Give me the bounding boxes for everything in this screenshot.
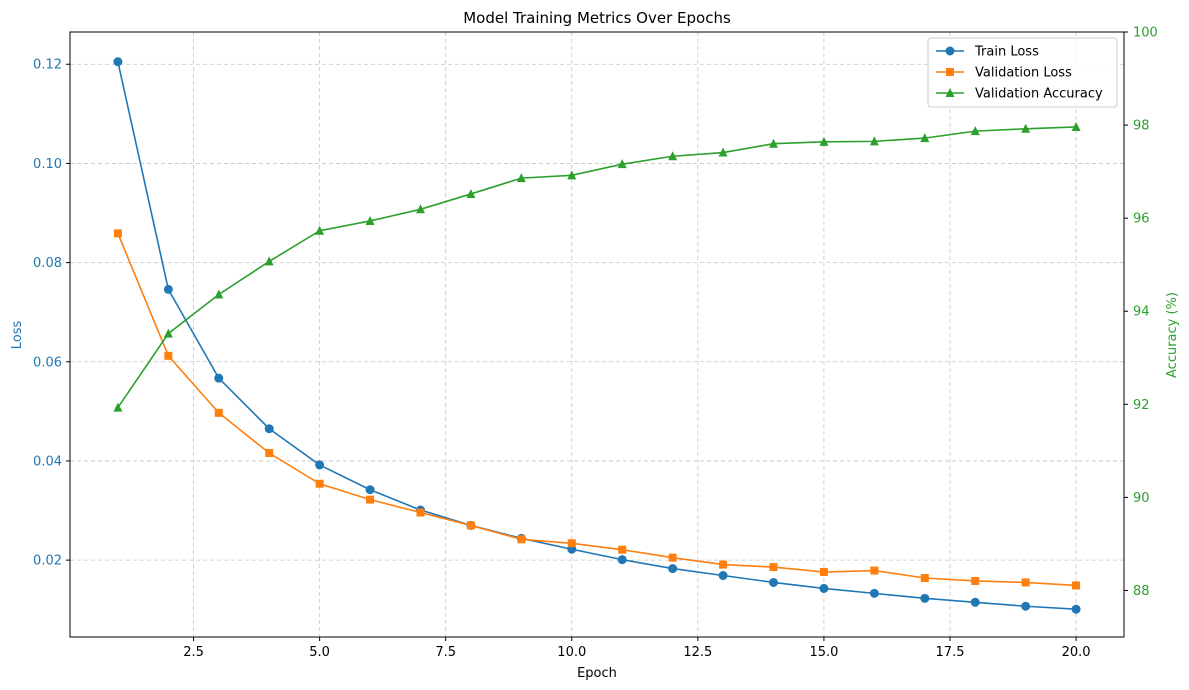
x-tick-label: 15.0 xyxy=(809,645,838,660)
data-point-val-acc xyxy=(869,136,879,146)
data-point-val-acc xyxy=(920,133,930,143)
data-point-val-loss xyxy=(517,535,526,544)
grid xyxy=(70,32,1124,637)
data-point-train-loss xyxy=(769,577,779,587)
y-right-tick-label: 98 xyxy=(1133,119,1150,134)
x-tick-label: 5.0 xyxy=(309,645,330,660)
y-left-tick-label: 0.08 xyxy=(33,256,62,271)
data-point-val-acc xyxy=(769,138,779,148)
data-point-val-loss xyxy=(618,545,627,554)
y-right-tick-label: 94 xyxy=(1133,305,1150,320)
data-point-val-loss xyxy=(920,573,929,582)
legend-box xyxy=(927,37,1118,108)
data-point-val-loss xyxy=(214,408,223,417)
data-point-val-acc xyxy=(264,256,274,266)
data-point-train-loss xyxy=(113,57,123,67)
series-line-val-loss xyxy=(117,233,1077,587)
data-point-val-loss xyxy=(416,508,425,517)
y-right-tick-label: 100 xyxy=(1133,26,1158,41)
data-point-val-loss xyxy=(315,479,324,488)
series-line-val-acc xyxy=(117,126,1077,409)
data-point-train-loss xyxy=(1071,604,1081,614)
legend-marker-val-loss xyxy=(946,68,954,76)
data-point-val-acc xyxy=(617,159,627,169)
y-right-tick-label: 92 xyxy=(1133,398,1150,413)
y-right-tick-label: 88 xyxy=(1133,584,1150,599)
data-point-val-loss xyxy=(668,553,677,562)
data-point-train-loss xyxy=(1021,601,1031,611)
data-point-val-loss xyxy=(466,521,475,530)
data-point-val-acc xyxy=(466,188,476,198)
y-left-tick-label: 0.04 xyxy=(33,454,62,469)
data-point-train-loss xyxy=(264,424,274,434)
data-point-train-loss xyxy=(214,373,224,383)
y-left-tick-label: 0.10 xyxy=(33,157,62,172)
data-point-train-loss xyxy=(869,588,879,598)
y-left-tick-label: 0.12 xyxy=(33,58,62,73)
data-point-val-acc xyxy=(1071,121,1081,131)
data-point-val-acc xyxy=(718,147,728,157)
y-left-tick-label: 0.02 xyxy=(33,554,62,569)
legend-label-val-acc: Validation Accuracy xyxy=(975,87,1103,102)
data-point-val-loss xyxy=(870,566,879,575)
legend-marker-val-acc xyxy=(945,88,955,97)
data-point-val-acc xyxy=(415,204,425,214)
data-point-val-acc xyxy=(970,126,980,136)
legend-label-val-loss: Validation Loss xyxy=(975,66,1072,81)
legend-label-train-loss: Train Loss xyxy=(974,45,1039,60)
data-point-val-loss xyxy=(819,568,828,577)
y-axis-left-label: Loss xyxy=(10,321,25,350)
data-point-train-loss xyxy=(920,593,930,603)
data-point-val-loss xyxy=(971,576,980,585)
y-left-tick-label: 0.06 xyxy=(33,355,62,370)
data-point-val-acc xyxy=(163,328,173,338)
data-point-val-acc xyxy=(315,225,325,235)
legend-marker-train-loss xyxy=(945,46,955,56)
data-point-val-acc xyxy=(365,215,375,225)
data-point-train-loss xyxy=(365,485,375,495)
chart-title: Model Training Metrics Over Epochs xyxy=(463,9,731,27)
data-point-val-loss xyxy=(719,560,728,569)
x-tick-label: 7.5 xyxy=(435,645,456,660)
legend: Train Loss Validation Loss Validation Ac… xyxy=(927,37,1118,108)
series-line-train-loss xyxy=(117,61,1077,611)
data-point-val-acc xyxy=(113,402,123,412)
data-point-train-loss xyxy=(617,555,627,565)
data-point-train-loss xyxy=(718,571,728,581)
y-axis-right-label: Accuracy (%) xyxy=(1165,292,1180,378)
x-tick-label: 10.0 xyxy=(557,645,586,660)
x-tick-label: 20.0 xyxy=(1062,645,1091,660)
data-point-val-loss xyxy=(567,539,576,548)
series-layer xyxy=(113,57,1081,614)
y-right-tick-label: 90 xyxy=(1133,491,1150,506)
data-point-val-loss xyxy=(164,351,173,360)
data-point-val-loss xyxy=(265,449,274,458)
data-point-val-acc xyxy=(516,173,526,183)
x-tick-label: 12.5 xyxy=(683,645,712,660)
data-point-val-loss xyxy=(1072,581,1081,590)
data-point-val-acc xyxy=(567,170,577,180)
plot-frame xyxy=(69,31,1125,638)
data-point-train-loss xyxy=(315,460,325,470)
y-right-tick-label: 96 xyxy=(1133,212,1150,227)
data-point-train-loss xyxy=(819,583,829,593)
data-point-val-acc xyxy=(214,289,224,299)
data-point-val-loss xyxy=(1021,578,1030,587)
data-point-train-loss xyxy=(163,284,173,294)
data-point-val-loss xyxy=(113,229,122,238)
data-point-val-loss xyxy=(769,563,778,572)
data-point-val-acc xyxy=(668,151,678,161)
x-tick-label: 17.5 xyxy=(936,645,965,660)
data-point-val-acc xyxy=(1021,123,1031,133)
axes: 2.5 5.0 7.5 10.0 12.5 15.0 17.5 20.0 0.02 0.04 0.0… xyxy=(33,26,1158,661)
data-point-val-loss xyxy=(366,495,375,504)
data-point-train-loss xyxy=(970,597,980,607)
x-tick-label: 2.5 xyxy=(183,645,204,660)
data-point-train-loss xyxy=(668,564,678,574)
x-axis-label: Epoch xyxy=(577,666,617,681)
data-point-val-acc xyxy=(819,136,829,146)
